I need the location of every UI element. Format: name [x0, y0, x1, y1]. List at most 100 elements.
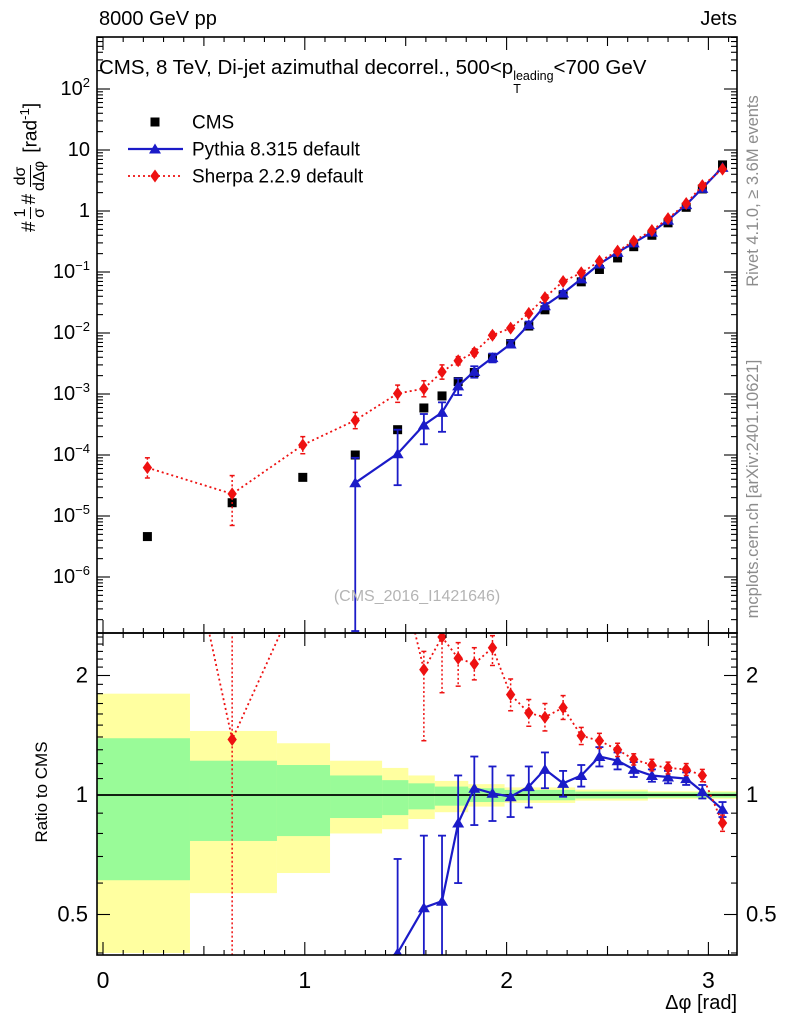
- rivet-version-note: Rivet 4.1.0, ≥ 3.6M events: [744, 95, 762, 287]
- svg-text:10−1: 10−1: [53, 258, 90, 283]
- cms-data-point: [613, 253, 623, 263]
- pythia-ratio-point: [645, 769, 658, 780]
- x-axis-label: Δφ [rad]: [665, 992, 737, 1014]
- cms-data-point: [350, 450, 360, 460]
- pythia-ratio-point: [611, 755, 624, 766]
- sherpa-ratio-point: [469, 657, 480, 671]
- svg-text:1: 1: [746, 782, 758, 807]
- sherpa-ratio-point: [717, 816, 728, 830]
- sherpa-data-point: [576, 266, 586, 280]
- sherpa-data-point: [663, 212, 673, 226]
- sherpa-ratio-point: [594, 734, 605, 748]
- pythia-data-point: [538, 300, 551, 311]
- sherpa-data-point: [419, 382, 429, 396]
- svg-text:1: 1: [79, 200, 90, 222]
- pythia-data-point: [417, 419, 430, 430]
- pythia-ratio-point: [393, 947, 403, 955]
- analysis-group-header: Jets: [700, 8, 737, 30]
- sherpa-data-point: [453, 354, 463, 368]
- svg-text:1: 1: [76, 782, 88, 807]
- svg-text:102: 102: [61, 75, 90, 100]
- fraction-numerator: dσ: [12, 164, 31, 188]
- svg-text:0.5: 0.5: [57, 902, 88, 927]
- sherpa-data-point: [612, 244, 623, 258]
- sherpa-data-point: [298, 438, 308, 452]
- fraction-denominator: dΔφ: [30, 160, 48, 191]
- pythia-ratio-point: [522, 781, 535, 792]
- pythia-ratio-point: [593, 751, 606, 762]
- axis-ticks: [97, 36, 737, 955]
- pythia-ratio-point: [575, 769, 588, 780]
- cms-data-point: [419, 403, 429, 413]
- pythia-data-point: [391, 448, 404, 459]
- sherpa-ratio-point: [629, 752, 639, 766]
- sherpa-ratio-point: [143, 340, 152, 353]
- svg-text:10−6: 10−6: [53, 563, 90, 588]
- hash-glyph: #: [19, 221, 41, 232]
- dsigma-ddphi-fraction: dσ dΔφ: [12, 160, 48, 192]
- svg-text:0: 0: [97, 967, 110, 993]
- sherpa-data-point: [681, 196, 691, 210]
- pt-superscript: leading: [513, 69, 554, 83]
- pythia-data-point: [452, 380, 465, 391]
- pythia-ratio-point: [504, 791, 517, 802]
- pythia-ratio-point: [557, 777, 570, 788]
- pythia-ratio-point: [417, 902, 430, 913]
- pythia-data-point: [557, 287, 570, 298]
- pythia-ratio-point: [662, 771, 675, 782]
- legend-label: Pythia 8.315 default: [192, 140, 361, 161]
- sherpa-data-point: [540, 291, 550, 305]
- mcplots-reference-note: mcplots.cern.ch [arXiv:2401.10621]: [744, 359, 762, 619]
- legend-item-pythia: Pythia 8.315 default: [128, 140, 361, 161]
- pythia-data-point: [468, 365, 481, 376]
- plot-title-text: CMS, 8 TeV, Di-jet azimuthal decorrel., …: [99, 56, 514, 79]
- pythia-data-point: [504, 338, 517, 349]
- pythia-data-point: [436, 406, 449, 417]
- legend: CMS Pythia 8.315 default Sherpa 2.2.9 defa…: [128, 113, 364, 188]
- plot-title-tail: <700 GeV: [553, 56, 647, 79]
- sherpa-data-point: [469, 345, 480, 359]
- pythia-ratio-point: [538, 763, 551, 774]
- pythia-ratio-point: [716, 803, 729, 814]
- legend-diamond-marker: [150, 169, 160, 183]
- sherpa-ratio-point: [505, 688, 516, 702]
- sherpa-data-point: [647, 223, 657, 237]
- sherpa-ratio-point: [419, 663, 429, 677]
- svg-text:1: 1: [298, 967, 311, 993]
- sherpa-ratio-point: [681, 762, 691, 776]
- sherpa-data-point: [505, 321, 516, 335]
- hash-glyph: #: [19, 193, 41, 205]
- sherpa-data-point: [629, 234, 639, 248]
- sherpa-ratio-point: [612, 743, 623, 757]
- pythia-series-main: [349, 161, 729, 632]
- pythia-ratio-point: [349, 970, 361, 980]
- pythia-data-point: [522, 319, 535, 330]
- legend-label: Sherpa 2.2.9 default: [192, 167, 364, 188]
- legend-square-marker: [150, 117, 160, 127]
- pythia-data-point: [486, 352, 499, 363]
- svg-text:2: 2: [76, 663, 88, 688]
- cms-data-point: [594, 264, 604, 274]
- cms-data-point: [298, 472, 308, 482]
- legend-triangle-marker: [149, 143, 161, 154]
- panel-frames: [96, 36, 738, 956]
- sherpa-ratio-point: [437, 633, 447, 644]
- fraction-numerator: 1: [12, 206, 31, 220]
- pythia-ratio-point: [696, 786, 709, 797]
- pt-supsub: leading T: [513, 69, 554, 96]
- axis-tick-labels: 0 1 2 3 102 10 1 10−1 10−2 10−3 10−4 10−5 10−6 2 2 1 1 0.…: [53, 75, 777, 993]
- fraction-denominator: σ: [30, 208, 48, 218]
- svg-text:10−4: 10−4: [53, 441, 90, 466]
- y-axis-units: [rad-1]: [17, 102, 42, 153]
- sherpa-data-point: [350, 413, 360, 427]
- beam-energy-header: 8000 GeV pp: [99, 8, 217, 30]
- analysis-id-watermark: (CMS_2016_I1421646): [333, 588, 501, 605]
- plot-title: CMS, 8 TeV, Di-jet azimuthal decorrel., …: [99, 56, 646, 96]
- pythia-ratio-point: [436, 895, 449, 906]
- sherpa-ratio-point: [697, 768, 708, 782]
- sherpa-data-point: [227, 487, 237, 501]
- legend-label: CMS: [192, 113, 234, 134]
- sherpa-data-point: [142, 461, 153, 475]
- cms-data-point: [437, 391, 447, 401]
